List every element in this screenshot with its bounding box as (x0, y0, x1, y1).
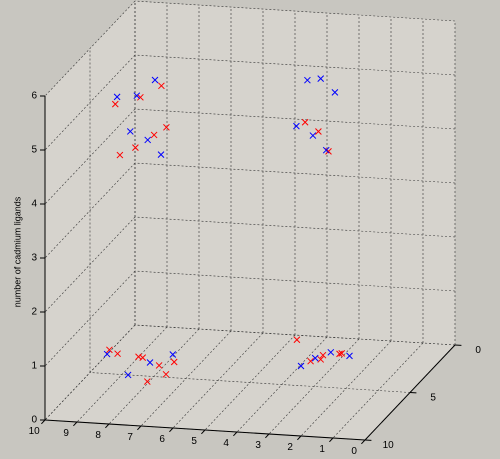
point (327, 348, 335, 356)
point (293, 122, 300, 130)
point (143, 378, 151, 385)
point (116, 151, 124, 159)
grid-line (134, 324, 456, 346)
point (144, 136, 152, 144)
point (346, 352, 353, 360)
tick-mark (361, 439, 366, 445)
x-tick-label: 1 (319, 444, 325, 455)
grid-line (44, 108, 136, 205)
point (124, 371, 132, 379)
point (309, 132, 317, 139)
point (150, 131, 158, 139)
x-tick-label: 9 (63, 428, 69, 439)
point (331, 88, 339, 96)
point (311, 354, 319, 362)
z-tick-label: 3 (31, 253, 37, 264)
grid-line (44, 54, 136, 151)
point (114, 350, 121, 358)
point (126, 128, 134, 135)
tick-mark (41, 419, 46, 425)
point (336, 350, 343, 358)
point (304, 76, 311, 84)
grid-line (44, 324, 136, 421)
grid-line (134, 0, 456, 22)
point (297, 362, 305, 370)
x-tick-label: 7 (127, 432, 133, 443)
tick-mark (329, 437, 334, 443)
x-tick-label: 3 (255, 440, 261, 451)
y-tick-label: 5 (430, 392, 436, 403)
x-tick-label: 0 (351, 446, 357, 457)
point (169, 351, 177, 358)
tick-mark (73, 421, 78, 427)
z-tick-label: 5 (31, 145, 37, 156)
point (158, 82, 165, 90)
grid-line (134, 216, 456, 238)
point (301, 118, 309, 126)
x-tick-label: 4 (223, 438, 229, 449)
point (162, 370, 170, 378)
point (155, 362, 163, 369)
point (146, 359, 154, 366)
point (163, 123, 170, 131)
point (151, 76, 159, 84)
tick-mark (297, 435, 302, 441)
point (338, 349, 346, 357)
grid-line (134, 162, 456, 184)
grid-line (44, 0, 136, 97)
y-axis-line (364, 344, 456, 441)
y-tick-label: 0 (475, 345, 481, 356)
point (319, 351, 327, 359)
point (322, 146, 330, 154)
point (132, 144, 139, 151)
point (170, 358, 178, 366)
point (317, 356, 325, 363)
point (113, 93, 121, 101)
x-tick-label: 2 (287, 442, 293, 453)
point (106, 346, 113, 354)
z-tick-label: 0 (31, 415, 37, 426)
x-tick-label: 10 (29, 426, 41, 437)
point (135, 353, 142, 361)
tick-mark (265, 433, 270, 439)
point (133, 92, 141, 100)
grid-line (44, 216, 136, 313)
point (111, 100, 119, 108)
x-tick-label: 8 (95, 430, 101, 441)
z-tick-label: 4 (31, 199, 37, 210)
point (103, 350, 111, 358)
z-tick-label: 2 (31, 307, 37, 318)
tick-mark (201, 429, 206, 435)
tick-mark (233, 431, 238, 437)
x-tick-label: 6 (159, 434, 165, 445)
point (293, 336, 301, 344)
z-tick-label: 6 (31, 91, 37, 102)
z-axis-label: number of cadmium ligands (12, 196, 22, 307)
tick-mark (137, 425, 142, 431)
grid-line (134, 54, 456, 76)
x-axis-line (44, 419, 366, 441)
point (157, 151, 165, 158)
point (315, 128, 322, 135)
point (307, 357, 314, 365)
point (317, 75, 325, 83)
z-tick-label: 1 (31, 361, 37, 372)
grid-line (134, 270, 456, 292)
grid-line (44, 162, 136, 259)
tick-mark (105, 423, 110, 429)
grid-line (134, 108, 456, 130)
point (137, 93, 144, 101)
grid-line (44, 270, 136, 367)
tick-mark (169, 427, 174, 433)
y-tick-label: 10 (383, 440, 395, 451)
x-tick-label: 5 (191, 436, 197, 447)
grid-line (89, 372, 411, 393)
